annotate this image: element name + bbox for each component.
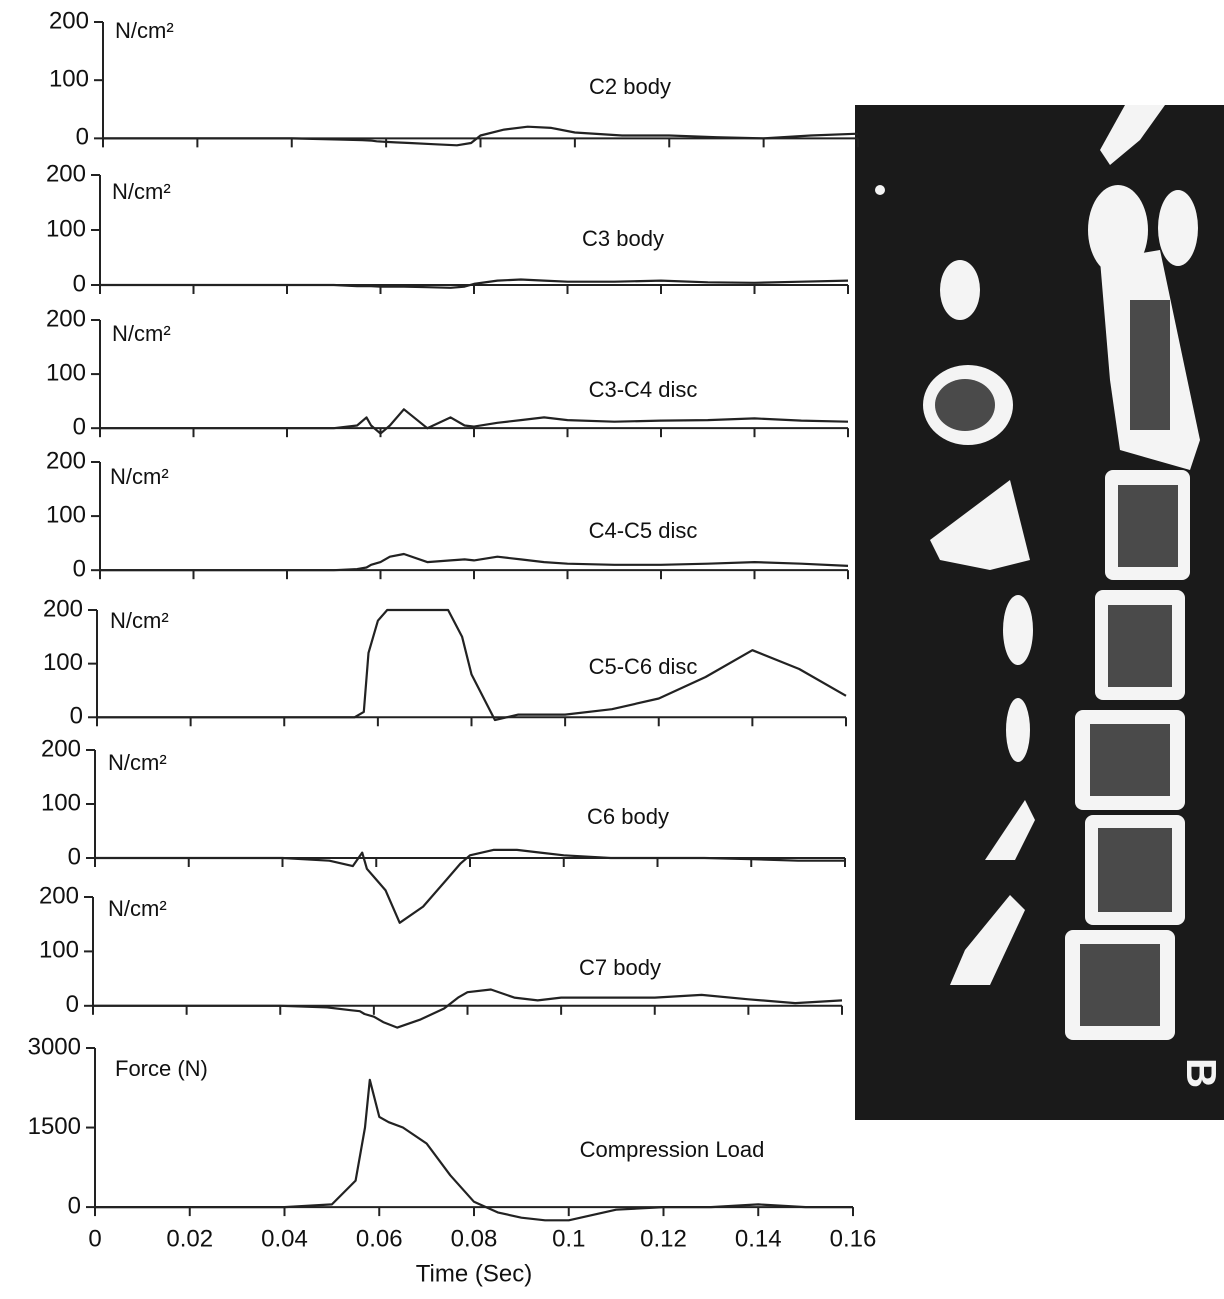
- panel-annotation: C7 body: [579, 955, 661, 980]
- unit-label: N/cm²: [112, 321, 171, 346]
- x-tick-label: 0.06: [356, 1225, 403, 1252]
- panel-annotation: Compression Load: [580, 1137, 765, 1162]
- y-tick-label: 100: [43, 649, 83, 676]
- bone: [950, 895, 1025, 985]
- unit-label: N/cm²: [108, 896, 167, 921]
- panel-annotation: C6 body: [587, 804, 669, 829]
- x-tick-label: 0.12: [640, 1225, 687, 1252]
- bone: [875, 185, 885, 195]
- unit-label: Force (N): [115, 1056, 208, 1081]
- y-tick-label: 100: [49, 66, 89, 93]
- unit-label: N/cm²: [112, 179, 171, 204]
- marrow: [1080, 944, 1160, 1026]
- unit-label: N/cm²: [110, 464, 169, 489]
- x-tick-label: 0.14: [735, 1225, 782, 1252]
- y-tick-label: 0: [73, 556, 86, 583]
- x-axis-label: Time (Sec): [416, 1260, 532, 1287]
- y-tick-label: 0: [73, 414, 86, 441]
- y-tick-label: 200: [46, 305, 86, 332]
- panel-annotation: C5-C6 disc: [589, 654, 698, 679]
- unit-label: N/cm²: [115, 18, 174, 43]
- marrow: [1090, 724, 1170, 796]
- bone: [985, 800, 1035, 860]
- bone: [1100, 105, 1165, 165]
- marrow: [1098, 828, 1172, 912]
- y-tick-label: 0: [68, 843, 81, 870]
- y-tick-label: 1500: [28, 1113, 81, 1140]
- panel-annotation: C3 body: [582, 226, 664, 251]
- pressure-trace: [103, 125, 859, 147]
- panel-annotation: C2 body: [589, 74, 671, 99]
- pressure-trace: [95, 1078, 853, 1222]
- y-tick-label: 200: [46, 160, 86, 187]
- ct-image: B: [855, 105, 1224, 1120]
- y-tick-label: 100: [39, 937, 79, 964]
- bone: [1158, 190, 1198, 266]
- y-tick-label: 0: [70, 703, 83, 730]
- panel-label: B: [1178, 1058, 1224, 1088]
- y-tick-label: 100: [41, 789, 81, 816]
- panel-annotation: C4-C5 disc: [589, 518, 698, 543]
- pressure-trace: [100, 408, 849, 435]
- pressure-trace: [97, 608, 847, 722]
- y-tick-label: 3000: [28, 1033, 81, 1060]
- pressure-trace: [93, 988, 843, 1029]
- y-tick-label: 100: [46, 359, 86, 386]
- y-tick-label: 200: [41, 735, 81, 762]
- unit-label: N/cm²: [110, 608, 169, 633]
- pressure-trace: [100, 552, 849, 572]
- x-tick-label: 0.02: [166, 1225, 213, 1252]
- bone: [1006, 698, 1030, 762]
- y-tick-label: 100: [46, 215, 86, 242]
- y-tick-label: 0: [76, 124, 89, 151]
- x-tick-label: 0.08: [451, 1225, 498, 1252]
- panel-annotation: C3-C4 disc: [589, 377, 698, 402]
- bone: [1088, 185, 1148, 275]
- bone: [930, 480, 1030, 570]
- x-tick-label: 0.1: [552, 1225, 585, 1252]
- marrow: [1118, 485, 1178, 567]
- marrow: [1130, 300, 1170, 430]
- bone: [1003, 595, 1033, 665]
- y-tick-label: 200: [43, 595, 83, 622]
- marrow: [1108, 605, 1172, 687]
- pressure-trace: [95, 848, 845, 924]
- y-tick-label: 0: [73, 270, 86, 297]
- y-tick-label: 200: [49, 7, 89, 34]
- pressure-trace: [100, 278, 849, 289]
- bone: [940, 260, 980, 320]
- y-tick-label: 200: [39, 882, 79, 909]
- y-tick-label: 0: [68, 1192, 81, 1219]
- marrow: [935, 379, 995, 431]
- y-tick-label: 0: [66, 991, 79, 1018]
- x-tick-label: 0: [88, 1225, 101, 1252]
- y-tick-label: 100: [46, 501, 86, 528]
- x-tick-label: 0.16: [830, 1225, 877, 1252]
- y-tick-label: 200: [46, 447, 86, 474]
- x-tick-label: 0.04: [261, 1225, 308, 1252]
- unit-label: N/cm²: [108, 750, 167, 775]
